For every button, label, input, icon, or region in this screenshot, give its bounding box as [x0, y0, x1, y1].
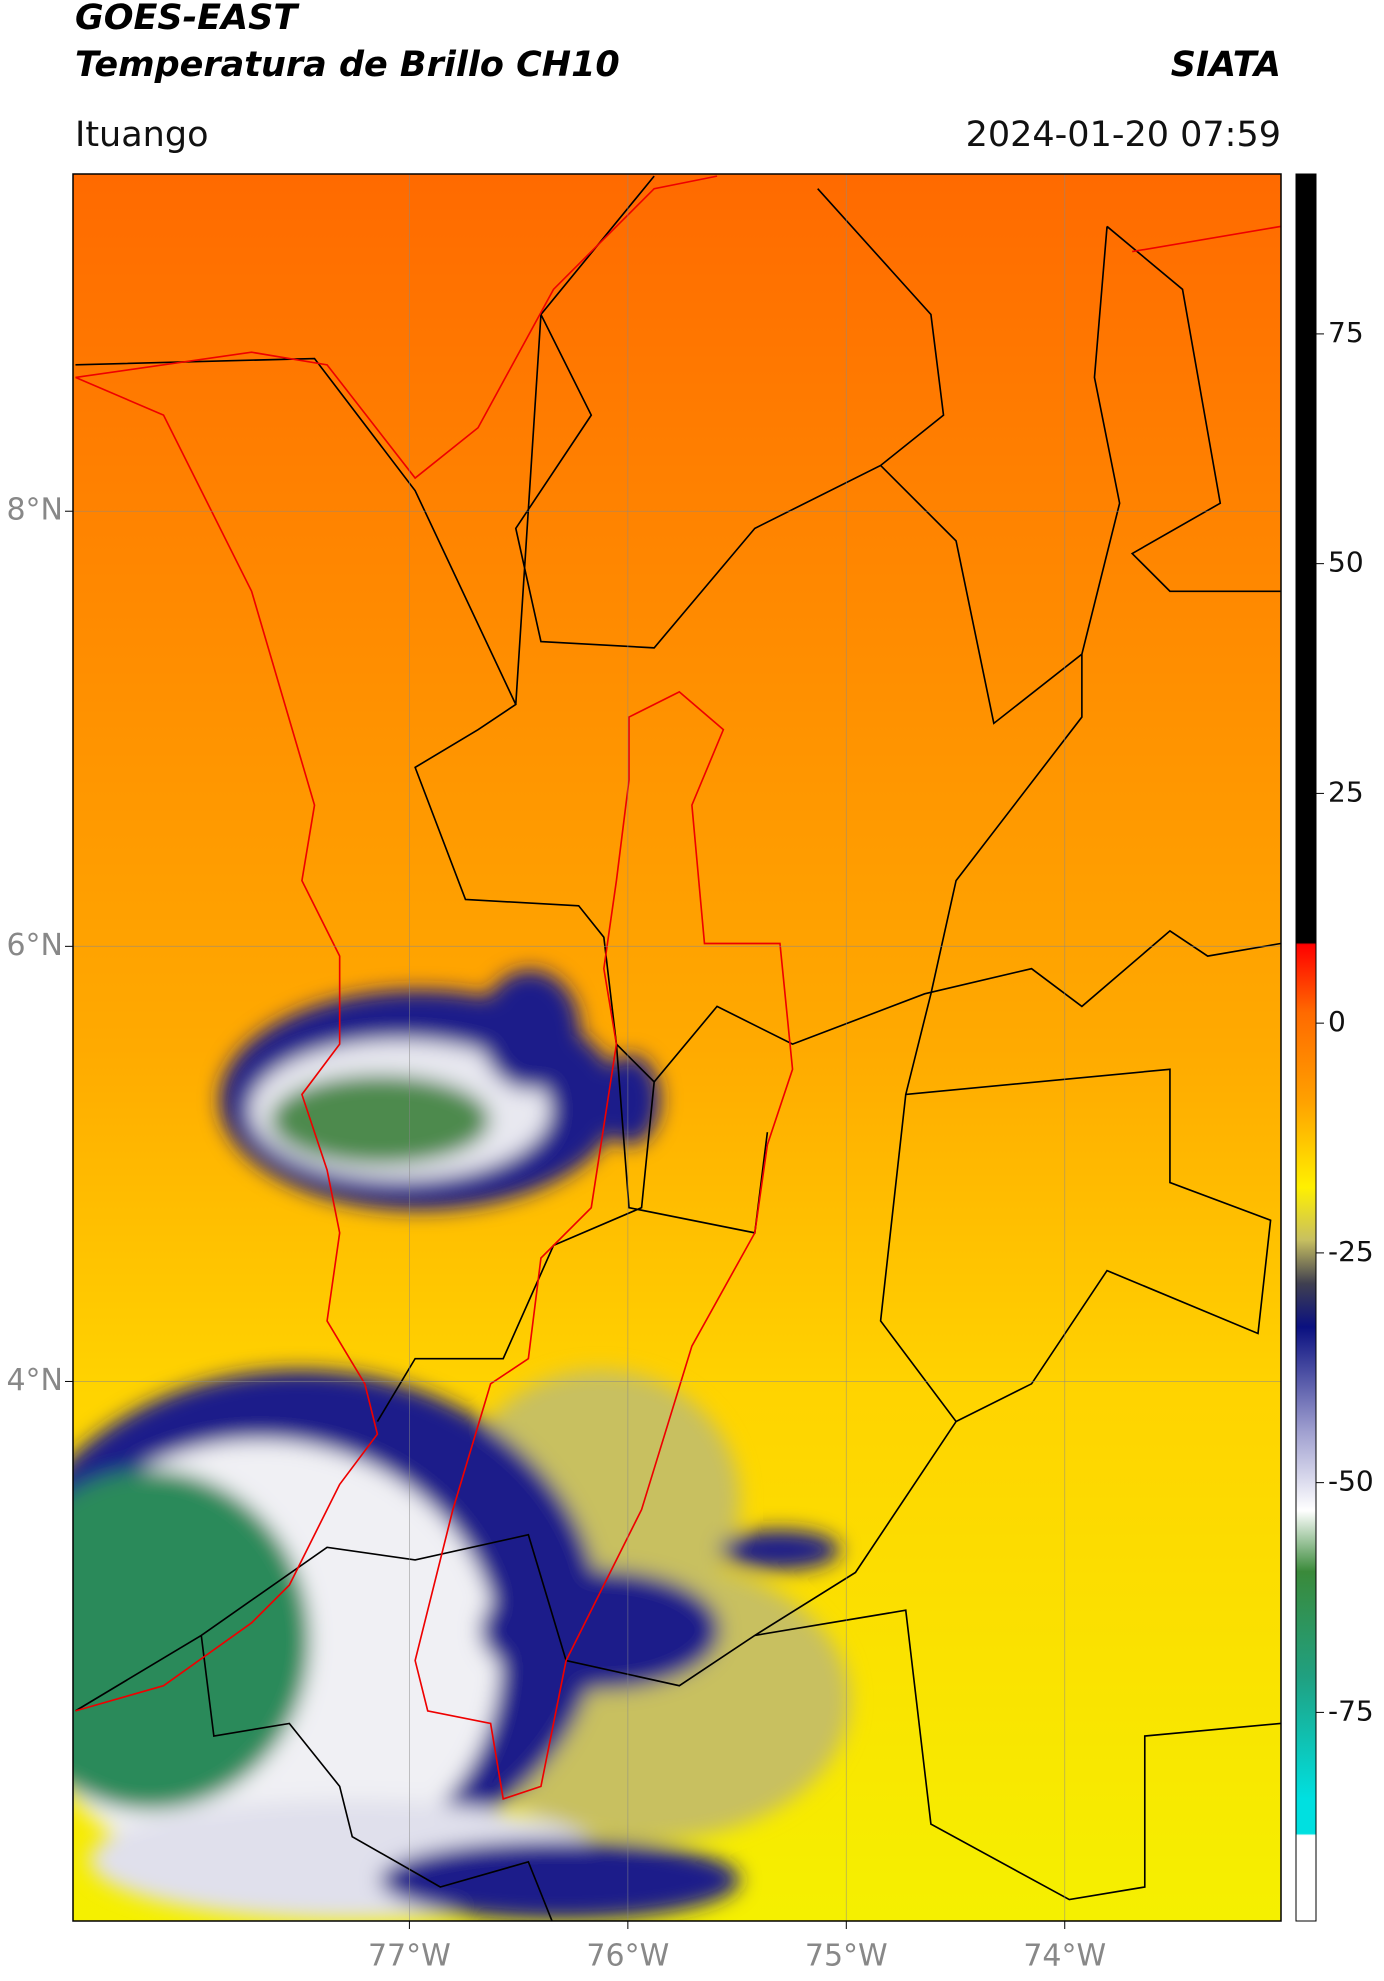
- lon-tick-label: 74°W: [1023, 1939, 1106, 1974]
- timestamp: 2024-01-20 07:59: [966, 115, 1281, 155]
- colorbar-tick-label: 50: [1328, 546, 1364, 579]
- graticule: [73, 174, 1281, 1921]
- map-frame: [72, 173, 1282, 1922]
- colorbar-tick-label: -75: [1328, 1694, 1374, 1727]
- lon-tick-label: 75°W: [805, 1939, 888, 1974]
- colorbar-tick-label: -50: [1328, 1465, 1374, 1498]
- lat-tick-label: 8°N: [6, 493, 63, 528]
- borders: [75, 175, 1281, 1921]
- location: Ituango: [75, 115, 209, 155]
- colorbar-tick-label: 25: [1328, 775, 1364, 808]
- lat-tick-label: 6°N: [6, 928, 63, 963]
- lon-tick-label: 76°W: [586, 1939, 669, 1974]
- colorbar-tick-label: -25: [1328, 1235, 1374, 1268]
- cloud-field: [73, 970, 850, 1920]
- title: GOES-EAST: [75, 0, 300, 38]
- colorbar-tick-label: 0: [1328, 1005, 1346, 1038]
- map-area: [73, 174, 1281, 1921]
- lat-tick-label: 4°N: [6, 1363, 63, 1398]
- lon-tick-label: 77°W: [368, 1939, 451, 1974]
- source: SIATA: [1171, 45, 1281, 85]
- subtitle: Temperatura de Brillo CH10: [75, 45, 620, 85]
- colorbar: [1295, 173, 1317, 1922]
- colorbar-tick-label: 75: [1328, 316, 1364, 349]
